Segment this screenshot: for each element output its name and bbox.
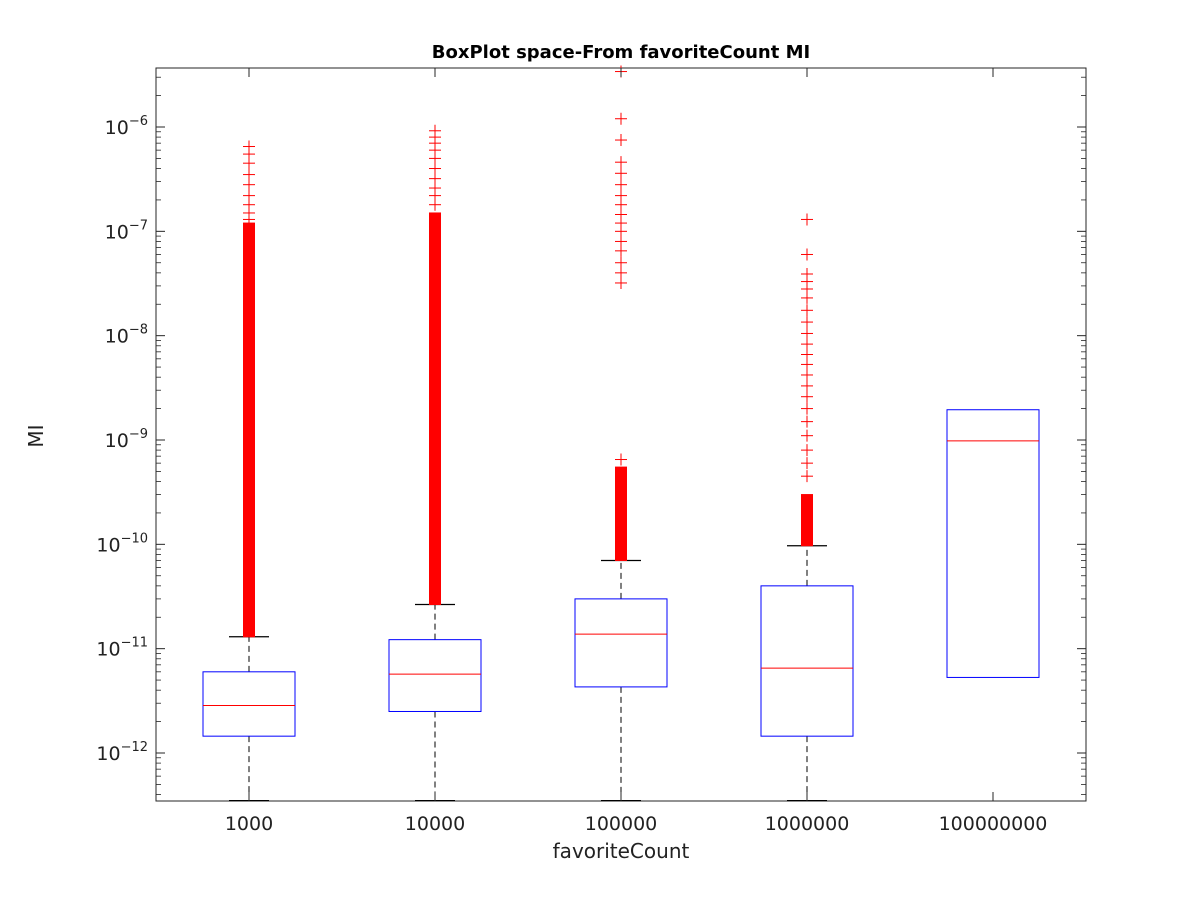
box-100000000 <box>946 409 1040 678</box>
box-iqr <box>946 409 1040 678</box>
y-tick-label: 10−10 <box>96 531 148 556</box>
outlier-marker <box>615 156 627 169</box>
box-1000 <box>202 140 296 802</box>
outlier-marker <box>243 453 255 466</box>
x-tick-label: 100000000 <box>939 813 1048 835</box>
outlier-marker <box>801 368 813 381</box>
outlier-marker <box>801 402 813 415</box>
outlier-marker <box>243 140 255 153</box>
outlier-marker <box>801 213 813 226</box>
outlier-dense-band <box>615 467 627 561</box>
x-tick-label: 1000000 <box>765 813 850 835</box>
outlier-marker <box>801 327 813 340</box>
outlier-marker <box>615 167 627 180</box>
outlier-marker <box>615 112 627 125</box>
outlier-marker <box>801 248 813 261</box>
box-iqr <box>574 598 668 688</box>
axis-ticks: 10−12 10−11 10−10 10−9 10−8 10−7 10−6 1000 10000… <box>96 68 1086 835</box>
outlier-marker <box>801 415 813 428</box>
box-iqr <box>388 639 482 712</box>
y-axis-label: MI <box>24 424 48 447</box>
y-tick-label: 10−7 <box>105 218 148 243</box>
y-tick-label: 10−8 <box>105 323 148 348</box>
box-iqr <box>760 585 854 737</box>
x-tick-label: 10000 <box>405 813 465 835</box>
outlier-marker <box>615 178 627 191</box>
box-1000000 <box>760 213 854 802</box>
y-tick-label: 10−9 <box>105 427 148 452</box>
x-tick-label: 100000 <box>585 813 658 835</box>
outlier-marker <box>429 172 441 185</box>
outlier-marker <box>801 304 813 317</box>
outlier-dense-band <box>243 223 255 637</box>
outlier-marker <box>243 168 255 181</box>
outlier-marker <box>615 266 627 279</box>
outlier-marker <box>801 379 813 392</box>
outlier-marker <box>801 470 813 483</box>
outlier-marker <box>615 134 627 147</box>
outlier-marker <box>615 453 627 466</box>
outlier-marker <box>801 348 813 361</box>
outlier-marker <box>243 189 255 202</box>
outlier-marker <box>801 338 813 351</box>
box-10000 <box>388 124 482 802</box>
box-iqr <box>202 671 296 737</box>
y-tick-label: 10−11 <box>96 636 148 661</box>
y-tick-label: 10−6 <box>105 114 148 139</box>
outlier-marker <box>615 256 627 269</box>
outlier-marker <box>801 316 813 329</box>
outlier-marker <box>429 124 441 137</box>
outlier-marker <box>615 276 627 289</box>
outlier-marker <box>243 441 255 454</box>
outlier-marker <box>429 162 441 175</box>
outlier-marker <box>243 178 255 191</box>
outlier-marker <box>801 444 813 457</box>
chart-title: BoxPlot space-From favoriteCount MI <box>432 42 810 63</box>
x-axis-label: favoriteCount <box>553 839 690 863</box>
outlier-marker <box>615 235 627 248</box>
outlier-marker <box>801 267 813 280</box>
outlier-dense-band <box>429 212 441 605</box>
y-tick-label: 10−12 <box>96 740 148 765</box>
outlier-marker <box>801 457 813 470</box>
outlier-marker <box>801 429 813 442</box>
outlier-marker <box>801 390 813 403</box>
outlier-marker <box>615 189 627 202</box>
outlier-dense-band <box>801 494 813 546</box>
x-tick-label: 1000 <box>225 813 273 835</box>
chart-marks <box>202 65 1040 802</box>
